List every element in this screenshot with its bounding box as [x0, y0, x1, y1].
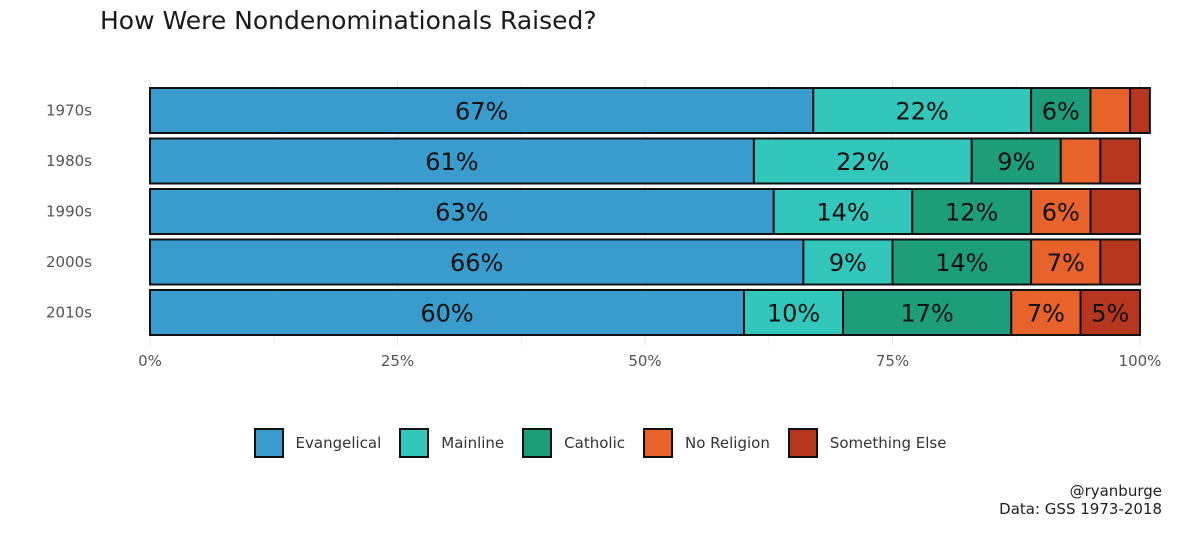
bar-segment — [842, 289, 1013, 336]
x-tick-label: 25% — [381, 352, 414, 370]
y-category-label: 1980s — [46, 152, 92, 170]
bar-segment — [891, 238, 1033, 286]
caption-author: @ryanburge — [1069, 482, 1162, 500]
segment-labels: 67% 22% 6% 61% 22% 9% 63% 14% 12% 6% 66% 9% 14% 7% 60%… — [420, 98, 1129, 328]
x-tick-label: 50% — [628, 352, 661, 370]
caption: @ryanburge Data: GSS 1973-2018 — [999, 482, 1162, 518]
bar-segment — [911, 188, 1033, 235]
bar-segment — [1059, 137, 1102, 185]
data-label: 6% — [1042, 98, 1080, 126]
bar-segment — [1089, 188, 1141, 235]
bars — [149, 87, 1151, 336]
bar-segment — [1129, 87, 1151, 134]
bar-segment — [1030, 188, 1092, 235]
bar-segment — [1089, 87, 1132, 134]
legend-key — [643, 428, 673, 458]
legend-item: Mainline — [399, 428, 504, 458]
bar-segment — [1099, 137, 1142, 185]
bar-segment — [743, 289, 844, 336]
data-label: 9% — [829, 249, 867, 277]
data-label: 14% — [816, 199, 869, 227]
data-label: 9% — [997, 148, 1035, 176]
bar-segment — [1079, 289, 1141, 336]
legend-item: Catholic — [522, 428, 625, 458]
data-label: 60% — [420, 300, 473, 328]
legend-key — [399, 428, 430, 458]
bar-segment — [149, 238, 805, 286]
legend-key — [787, 428, 818, 458]
bar-segment — [1030, 238, 1102, 286]
legend-item: No Religion — [643, 428, 770, 458]
data-label: 7% — [1047, 249, 1085, 277]
bar-segment — [149, 137, 755, 185]
bar-segment — [1010, 289, 1082, 336]
data-label: 14% — [935, 249, 988, 277]
y-category-label: 2000s — [46, 253, 92, 271]
data-label: 17% — [900, 300, 953, 328]
data-label: 22% — [896, 98, 949, 126]
data-label: 7% — [1027, 300, 1065, 328]
data-label: 67% — [455, 98, 508, 126]
bar-segment — [970, 137, 1062, 185]
bar-segment — [149, 188, 775, 235]
bar-segment — [752, 137, 973, 185]
data-label: 63% — [435, 199, 488, 227]
chart-title: How Were Nondenominationals Raised? — [100, 6, 597, 35]
bar-segment — [812, 87, 1033, 134]
legend-item: Something Else — [787, 428, 947, 458]
category-axis: 1970s 1980s 1990s 2000s 2010s — [46, 102, 92, 322]
bar-segment — [1030, 87, 1092, 134]
legend-key — [522, 428, 553, 458]
value-axis: 0% 25% 50% 75% 100% — [138, 352, 1161, 370]
data-label: 22% — [836, 148, 889, 176]
data-label: 61% — [425, 148, 478, 176]
data-label: 10% — [767, 300, 820, 328]
bar-segment — [1099, 238, 1142, 286]
legend-label: Mainline — [441, 434, 505, 452]
legend-label: Catholic — [564, 434, 625, 452]
data-label: 12% — [945, 199, 998, 227]
x-tick-label: 75% — [876, 352, 909, 370]
x-tick-label: 100% — [1119, 352, 1162, 370]
legend-label: No Religion — [685, 434, 770, 452]
legend-item: Evangelical — [253, 428, 382, 458]
data-label: 5% — [1091, 300, 1129, 328]
caption-source: Data: GSS 1973-2018 — [999, 500, 1162, 518]
x-tick-label: 0% — [138, 352, 162, 370]
y-category-label: 1970s — [46, 102, 92, 120]
legend: Evangelical Mainline Catholic No Religion So… — [0, 428, 1200, 458]
data-label: 66% — [450, 249, 503, 277]
bar-segment — [149, 87, 815, 134]
legend-label: Something Else — [829, 434, 947, 452]
legend-key — [253, 428, 284, 458]
y-category-label: 2010s — [46, 304, 92, 322]
data-label: 6% — [1042, 199, 1080, 227]
y-category-label: 1990s — [46, 203, 92, 221]
legend-label: Evangelical — [295, 434, 382, 452]
bar-segment — [149, 289, 745, 336]
stacked-bar-chart: 67% 22% 6% 61% 22% 9% 63% 14% 12% 6% 66% 9% 14% 7% 60%… — [46, 80, 1161, 370]
